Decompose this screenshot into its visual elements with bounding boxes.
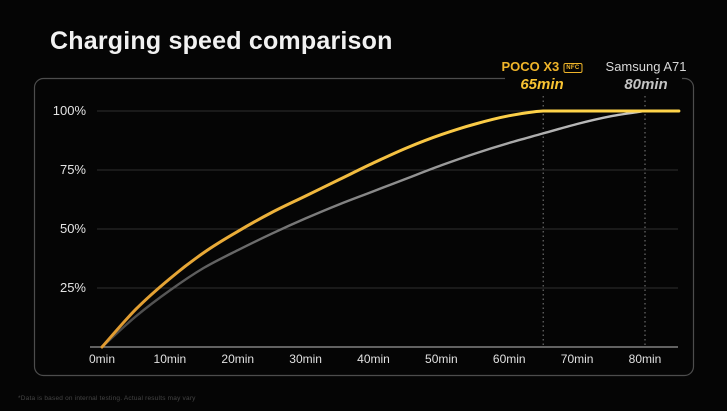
x-tick-label: 80min [628,352,662,366]
nfc-badge: NFC [563,63,583,73]
poco-x3-charge-time: 65min [520,76,564,93]
x-tick-label: 30min [289,352,322,366]
plot-frame [33,71,695,377]
x-tick-label: 10min [153,352,187,366]
x-tick-label: 20min [221,352,255,366]
poco-x3-label: POCO X3 NFC [501,59,583,74]
y-tick-label: 100% [52,103,86,118]
samsung-a71-label: Samsung A71 [605,59,687,74]
samsung-a71-charge-time: 80min [624,76,668,93]
x-tick-label: 0min [88,352,115,366]
legend-samsung-a71: Samsung A71 80min [606,59,687,93]
poco-x3-name: POCO X3 [501,59,560,74]
samsung-a71-line [100,109,647,349]
x-tick-label: 40min [357,352,390,366]
y-tick-label: 25% [59,280,86,295]
x-tick-label: 70min [560,352,594,366]
page-title: Charging speed comparison [50,27,393,55]
annotation-dashed-lines [542,96,646,346]
x-tick-label: 60min [492,352,526,366]
legend-poco-x3: POCO X3 NFC 65min [501,59,583,93]
series-lines [100,109,681,349]
disclaimer-footnote: *Data is based on internal testing. Actu… [18,395,196,402]
y-tick-label: 50% [59,221,86,236]
x-tick-label: 50min [425,352,458,366]
gridlines [97,110,678,289]
y-tick-label: 75% [59,162,86,177]
poco-x3-line [100,109,681,349]
